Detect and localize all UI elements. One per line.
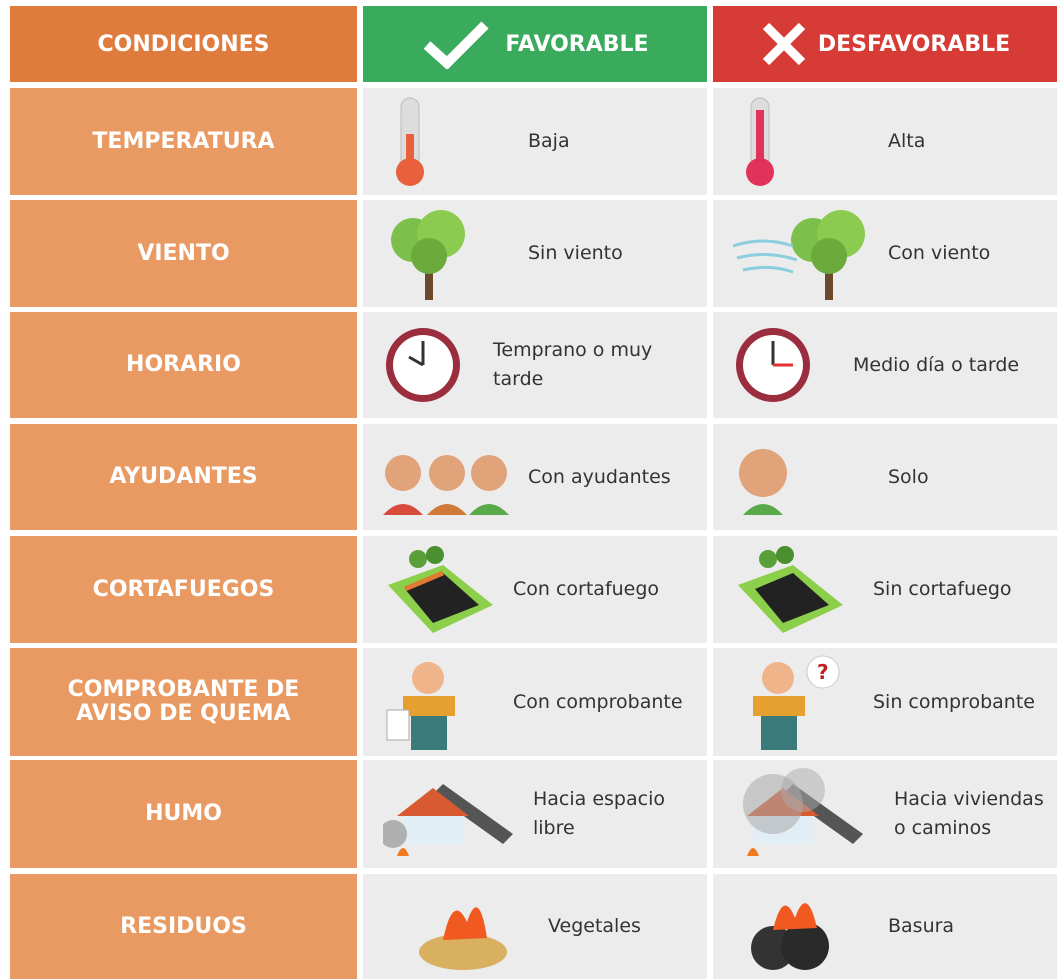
row-label: CORTAFUEGOS — [10, 536, 357, 643]
cell-text: Solo — [888, 465, 929, 488]
header-text: FAVORABLE — [505, 31, 649, 57]
row-label-text: TEMPERATURA — [92, 128, 275, 154]
icon: ? — [753, 655, 840, 750]
header-cell: CONDICIONES — [10, 6, 357, 82]
cell-text: Vegetales — [548, 915, 641, 937]
icon — [383, 784, 513, 856]
row-label-text: HUMO — [145, 801, 222, 826]
header-cell: DESFAVORABLE — [713, 6, 1057, 82]
header-cell: FAVORABLE — [363, 6, 707, 82]
cell: Alta — [713, 88, 1057, 195]
cell-text: Con ayudantes — [528, 465, 671, 488]
row-label: VIENTO — [10, 200, 357, 307]
cell: Sin cortafuego — [713, 536, 1057, 643]
cell-text: Sin cortafuego — [873, 578, 1012, 600]
icon — [739, 449, 787, 515]
cell: Basura — [713, 874, 1057, 979]
cell: Medio día o tarde — [713, 312, 1057, 418]
icon — [383, 455, 509, 515]
cell: Con cortafuego — [363, 536, 707, 643]
row-label-text: AYUDANTES — [109, 464, 258, 489]
row-label: HORARIO — [10, 312, 357, 418]
cell-text: Hacia espacio libre — [533, 788, 665, 839]
row-label-text: VIENTO — [137, 240, 230, 266]
row-label-text: HORARIO — [126, 352, 241, 377]
cell: Con comprobante — [363, 648, 707, 756]
row-label: RESIDUOS — [10, 874, 357, 979]
icon — [751, 902, 829, 970]
cell: Hacia viviendas o caminos — [713, 760, 1057, 868]
icon — [391, 209, 465, 300]
cell-text: Con viento — [888, 242, 991, 264]
row-label: TEMPERATURA — [10, 88, 357, 195]
svg-text:?: ? — [817, 660, 829, 684]
cell-text: Sin comprobante — [873, 690, 1035, 713]
cell-text: Hacia viviendas o caminos — [894, 788, 1044, 839]
icon — [386, 662, 455, 750]
cell-text: Baja — [528, 130, 570, 152]
cell-text: Basura — [888, 915, 955, 937]
icon — [386, 328, 460, 402]
cell-text: Con comprobante — [513, 690, 683, 713]
cell: Hacia espacio libre — [363, 760, 707, 868]
cell: Temprano o muy tarde — [363, 312, 707, 418]
icon — [388, 545, 493, 633]
cell-text: Alta — [888, 130, 926, 152]
cell: Baja — [363, 88, 707, 195]
row-label: AYUDANTES — [10, 424, 357, 530]
icon — [746, 97, 774, 186]
cell: Vegetales — [363, 874, 707, 979]
cell: Con ayudantes — [363, 424, 707, 530]
row-label-text: RESIDUOS — [120, 913, 247, 939]
icon — [419, 906, 507, 970]
icon — [736, 328, 810, 402]
cell: Sin viento — [363, 200, 707, 307]
check-icon — [424, 21, 489, 69]
header-text: DESFAVORABLE — [817, 31, 1011, 57]
row-label-text: CORTAFUEGOS — [92, 576, 275, 602]
cell-text: Con cortafuego — [513, 578, 660, 600]
cell: ? Sin comprobante — [713, 648, 1057, 756]
icon — [738, 545, 843, 633]
row-label-text: COMPROBANTE DE AVISO DE QUEMA — [67, 677, 300, 726]
cell-text: Medio día o tarde — [853, 353, 1020, 376]
row-label: HUMO — [10, 760, 357, 868]
header-text: CONDICIONES — [97, 31, 270, 57]
cell-text: Sin viento — [528, 242, 623, 264]
icon — [396, 97, 424, 186]
icon — [733, 209, 865, 300]
icon — [743, 768, 863, 856]
cell: Con viento — [713, 200, 1057, 307]
cell: Solo — [713, 424, 1057, 530]
row-label: COMPROBANTE DE AVISO DE QUEMA — [10, 648, 357, 756]
cross-icon — [762, 22, 806, 66]
cell-text: Temprano o muy tarde — [493, 339, 653, 390]
